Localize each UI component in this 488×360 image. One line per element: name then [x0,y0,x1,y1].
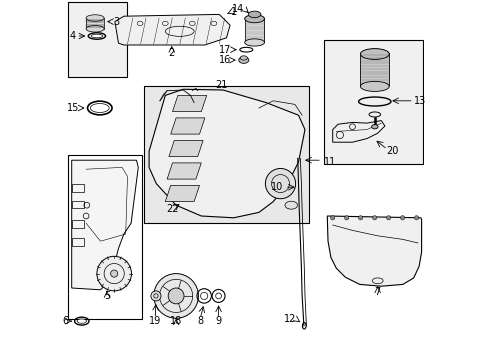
Text: 9: 9 [215,316,221,326]
Text: 16: 16 [218,55,230,65]
Polygon shape [168,140,203,157]
Bar [360,53,388,86]
Text: 13: 13 [413,96,425,106]
Circle shape [110,270,118,277]
Text: 18: 18 [170,316,182,326]
Text: 22: 22 [166,204,179,214]
Text: 4: 4 [69,31,75,41]
Ellipse shape [248,11,260,18]
Polygon shape [165,185,199,202]
Circle shape [151,291,161,301]
Text: 2: 2 [168,48,175,58]
Bar [68,155,142,319]
Bar [143,86,309,223]
Polygon shape [332,121,384,142]
Ellipse shape [86,26,104,32]
Bar [86,18,104,29]
Text: 7: 7 [374,287,380,297]
Ellipse shape [360,49,388,59]
Text: 21: 21 [214,80,227,90]
Text: 11: 11 [323,157,335,167]
Text: 14: 14 [232,4,244,14]
Circle shape [413,216,418,220]
Text: 20: 20 [386,146,398,156]
Bar [72,238,84,246]
Circle shape [330,216,334,220]
Ellipse shape [244,15,264,23]
Text: 17: 17 [219,45,231,55]
Polygon shape [167,163,201,179]
Circle shape [344,216,348,220]
Circle shape [400,216,404,220]
Bar [72,220,84,228]
Circle shape [168,288,183,304]
Bar [323,40,422,164]
Text: 8: 8 [197,316,203,326]
Circle shape [358,216,362,220]
Ellipse shape [86,15,104,21]
Circle shape [265,168,295,199]
Text: 19: 19 [149,316,161,326]
Ellipse shape [91,34,102,38]
Ellipse shape [77,319,86,323]
Ellipse shape [240,56,247,60]
Ellipse shape [371,125,377,129]
Circle shape [153,274,198,318]
Ellipse shape [90,104,109,113]
Circle shape [386,216,390,220]
Text: 12: 12 [284,314,296,324]
Ellipse shape [285,201,297,209]
Text: 6: 6 [62,316,68,326]
Circle shape [372,216,376,220]
Text: 1: 1 [230,6,237,17]
Text: 10: 10 [270,182,283,192]
Ellipse shape [238,57,248,63]
Polygon shape [170,118,204,134]
Text: 15: 15 [66,103,79,113]
Bar [72,201,84,208]
Polygon shape [172,95,206,112]
Polygon shape [326,216,421,286]
Circle shape [97,256,131,291]
Text: 5: 5 [103,291,110,301]
Ellipse shape [244,39,264,46]
Polygon shape [115,14,230,45]
Ellipse shape [360,81,388,91]
Text: 3: 3 [113,17,119,27]
Polygon shape [72,160,138,290]
Bar [244,18,264,42]
Bar [72,184,84,192]
Polygon shape [149,89,305,218]
Bar [68,2,127,77]
